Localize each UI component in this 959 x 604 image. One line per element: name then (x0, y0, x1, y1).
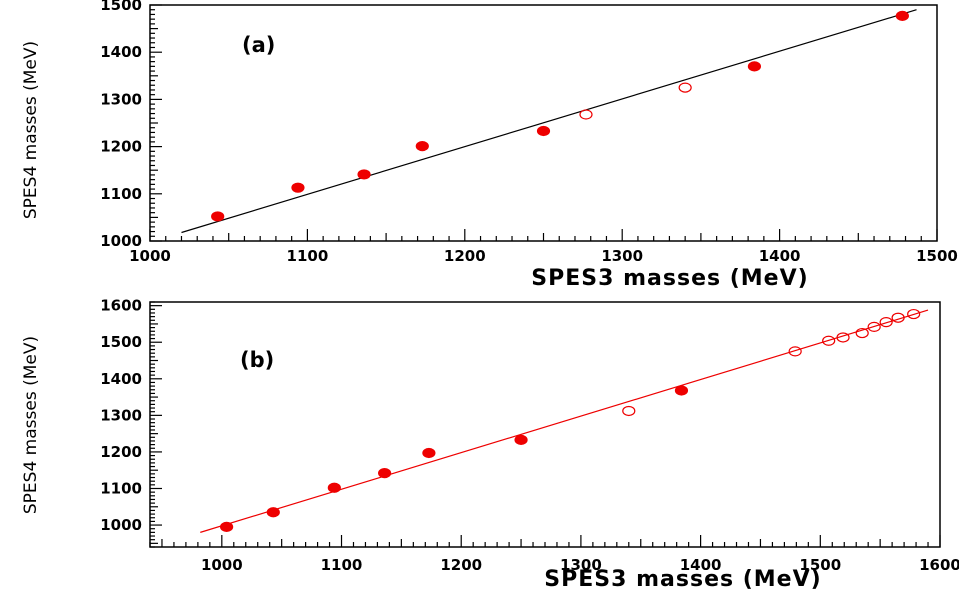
y-tick-label: 1100 (100, 185, 142, 203)
y-tick-label: 1000 (100, 516, 142, 534)
fit-line-a (181, 9, 917, 234)
panel-label-b: (b) (240, 348, 274, 372)
data-points-a (211, 10, 909, 222)
y-tick-label: 1500 (100, 333, 142, 351)
fit-line-b (200, 309, 929, 533)
data-point-filled (674, 385, 689, 396)
panel-label-a: (a) (242, 33, 275, 57)
x-tick-label: 1500 (916, 247, 958, 265)
y-axis-title-a: SPES4 masses (MeV) (21, 41, 41, 219)
x-axis-title-b: SPES3 masses (MeV) (544, 567, 821, 592)
x-tick-label: 1400 (759, 247, 801, 265)
data-point-open (579, 109, 593, 120)
data-point-open (822, 335, 836, 346)
data-point-filled (220, 521, 234, 532)
y-tick-label: 1400 (100, 43, 142, 61)
data-point-filled (357, 169, 371, 180)
x-tick-label: 1200 (444, 247, 486, 265)
data-point-filled (514, 434, 528, 445)
data-point-filled (415, 141, 429, 152)
y-tick-label: 1400 (100, 370, 142, 388)
panel-a: 1000 1100 1200 1300 1400 1500 1000 1100 1200 1300… (21, 0, 958, 291)
y-tick-label: 1600 (100, 297, 142, 315)
data-point-filled (536, 125, 551, 137)
x-tick-label: 1000 (201, 556, 243, 574)
y-tick-label: 1300 (100, 90, 142, 108)
data-point-filled (291, 182, 305, 193)
y-axis-title-b: SPES4 masses (MeV) (21, 336, 41, 514)
axis-ticks-a: 1000 1100 1200 1300 1400 1500 1000 1100 1200 1300… (100, 0, 958, 265)
x-tick-label: 1500 (799, 556, 841, 574)
x-tick-label: 1100 (287, 247, 329, 265)
data-point-filled (266, 507, 280, 518)
y-tick-label: 1300 (100, 406, 142, 424)
x-tick-label: 1200 (440, 556, 482, 574)
y-tick-label: 1500 (100, 0, 142, 14)
data-point-filled (378, 468, 392, 479)
data-points-b (220, 308, 921, 532)
data-point-open (622, 405, 636, 417)
x-tick-label: 1300 (560, 556, 602, 574)
y-tick-label: 1200 (100, 138, 142, 156)
data-point-open (867, 321, 881, 332)
x-tick-label: 1600 (919, 556, 959, 574)
data-point-filled (895, 10, 909, 21)
x-tick-label: 1100 (321, 556, 363, 574)
data-point-open (788, 346, 802, 357)
x-tick-label: 1400 (680, 556, 722, 574)
data-point-open (836, 332, 850, 343)
data-point-filled (327, 482, 341, 493)
panel-b: 1000 1100 1200 1300 1400 1500 1600 1000 1100 1200… (21, 297, 959, 592)
axis-ticks-b: 1000 1100 1200 1300 1400 1500 1600 1000 1100 1200… (100, 297, 959, 574)
data-point-open (907, 308, 921, 320)
data-point-filled (211, 211, 225, 222)
y-tick-label: 1200 (100, 443, 142, 461)
x-tick-label: 1000 (129, 247, 171, 265)
data-point-open (678, 82, 692, 93)
y-tick-label: 1100 (100, 479, 142, 497)
data-point-open (891, 312, 905, 323)
x-tick-label: 1300 (601, 247, 643, 265)
data-point-open (879, 317, 893, 328)
x-axis-title-a: SPES3 masses (MeV) (531, 266, 808, 291)
data-point-filled (422, 447, 436, 459)
data-point-filled (747, 61, 762, 72)
data-point-open (855, 327, 869, 339)
y-tick-label: 1000 (100, 232, 142, 250)
